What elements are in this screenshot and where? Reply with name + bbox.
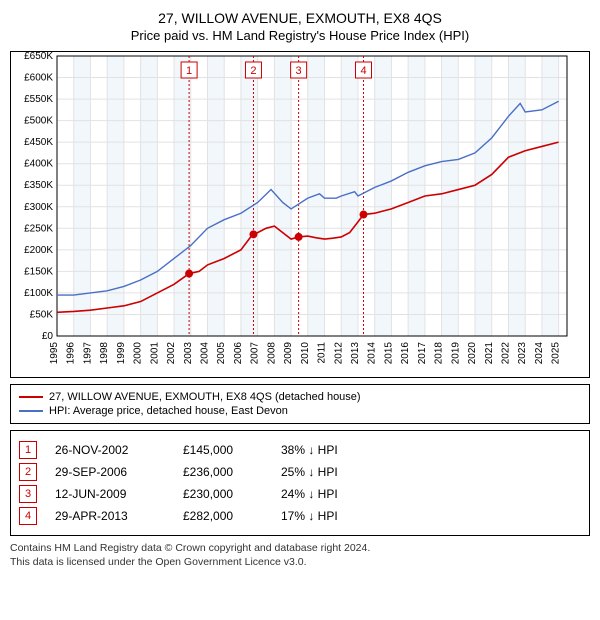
sale-delta: 38% ↓ HPI [281, 443, 581, 457]
sales-table: 1 26-NOV-2002 £145,000 38% ↓ HPI 2 29-SE… [10, 430, 590, 536]
svg-text:£100K: £100K [24, 288, 53, 299]
svg-text:2014: 2014 [367, 342, 378, 365]
sale-price: £145,000 [183, 443, 263, 457]
svg-text:2013: 2013 [350, 342, 361, 365]
legend-item: HPI: Average price, detached house, East… [19, 405, 581, 417]
footer-line: This data is licensed under the Open Gov… [10, 556, 590, 570]
svg-text:2015: 2015 [383, 342, 394, 365]
footer: Contains HM Land Registry data © Crown c… [10, 542, 590, 569]
svg-text:2002: 2002 [166, 342, 177, 365]
legend: 27, WILLOW AVENUE, EXMOUTH, EX8 4QS (det… [10, 384, 590, 424]
svg-text:£50K: £50K [30, 309, 54, 320]
svg-text:2023: 2023 [517, 342, 528, 365]
legend-label: HPI: Average price, detached house, East… [49, 405, 288, 417]
svg-text:2004: 2004 [199, 342, 210, 365]
svg-text:£550K: £550K [24, 94, 53, 105]
svg-text:2020: 2020 [467, 342, 478, 365]
svg-text:£400K: £400K [24, 159, 53, 170]
svg-text:2009: 2009 [283, 342, 294, 365]
svg-text:£300K: £300K [24, 202, 53, 213]
sale-date: 26-NOV-2002 [55, 443, 165, 457]
sale-delta: 25% ↓ HPI [281, 465, 581, 479]
sale-price: £236,000 [183, 465, 263, 479]
svg-text:1: 1 [186, 65, 192, 77]
sale-delta: 24% ↓ HPI [281, 487, 581, 501]
sale-price: £282,000 [183, 509, 263, 523]
sale-delta: 17% ↓ HPI [281, 509, 581, 523]
svg-text:2007: 2007 [250, 342, 261, 365]
sale-marker-icon: 1 [19, 441, 37, 459]
svg-text:2001: 2001 [149, 342, 160, 365]
svg-text:4: 4 [360, 65, 366, 77]
svg-text:2024: 2024 [534, 342, 545, 365]
svg-text:1998: 1998 [99, 342, 110, 365]
table-row: 3 12-JUN-2009 £230,000 24% ↓ HPI [19, 485, 581, 503]
svg-text:£350K: £350K [24, 180, 53, 191]
svg-text:1997: 1997 [82, 342, 93, 365]
price-chart: £0 £50K £100K £150K £200K £250K £300K £350K £400… [10, 51, 590, 378]
svg-text:2010: 2010 [300, 342, 311, 365]
svg-text:1999: 1999 [116, 342, 127, 365]
svg-text:2006: 2006 [233, 342, 244, 365]
svg-text:£150K: £150K [24, 266, 53, 277]
svg-text:2012: 2012 [333, 342, 344, 365]
svg-text:2005: 2005 [216, 342, 227, 365]
legend-label: 27, WILLOW AVENUE, EXMOUTH, EX8 4QS (det… [49, 391, 361, 403]
legend-swatch [19, 396, 43, 398]
svg-text:2017: 2017 [417, 342, 428, 365]
svg-text:£650K: £650K [24, 52, 53, 62]
svg-text:2018: 2018 [434, 342, 445, 365]
svg-text:3: 3 [296, 65, 302, 77]
svg-text:2022: 2022 [500, 342, 511, 365]
title-desc: Price paid vs. HM Land Registry's House … [10, 28, 590, 43]
svg-text:£250K: £250K [24, 223, 53, 234]
svg-text:2011: 2011 [317, 342, 328, 364]
svg-text:£450K: £450K [24, 137, 53, 148]
svg-text:1995: 1995 [49, 342, 60, 365]
title-address: 27, WILLOW AVENUE, EXMOUTH, EX8 4QS [10, 10, 590, 26]
svg-text:2000: 2000 [133, 342, 144, 365]
svg-text:2019: 2019 [450, 342, 461, 365]
svg-text:£600K: £600K [24, 73, 53, 84]
legend-item: 27, WILLOW AVENUE, EXMOUTH, EX8 4QS (det… [19, 391, 581, 403]
table-row: 1 26-NOV-2002 £145,000 38% ↓ HPI [19, 441, 581, 459]
svg-text:2025: 2025 [551, 342, 562, 365]
sale-date: 29-SEP-2006 [55, 465, 165, 479]
chart-svg: £0 £50K £100K £150K £200K £250K £300K £350K £400… [11, 52, 571, 372]
svg-text:2003: 2003 [183, 342, 194, 365]
sale-marker-icon: 2 [19, 463, 37, 481]
chart-title-block: 27, WILLOW AVENUE, EXMOUTH, EX8 4QS Pric… [10, 10, 590, 43]
svg-text:£0: £0 [42, 331, 54, 342]
svg-text:2: 2 [250, 65, 256, 77]
svg-text:2021: 2021 [484, 342, 495, 365]
sale-date: 29-APR-2013 [55, 509, 165, 523]
footer-line: Contains HM Land Registry data © Crown c… [10, 542, 590, 556]
table-row: 4 29-APR-2013 £282,000 17% ↓ HPI [19, 507, 581, 525]
sale-date: 12-JUN-2009 [55, 487, 165, 501]
svg-text:2008: 2008 [266, 342, 277, 365]
table-row: 2 29-SEP-2006 £236,000 25% ↓ HPI [19, 463, 581, 481]
svg-text:£200K: £200K [24, 245, 53, 256]
sale-price: £230,000 [183, 487, 263, 501]
sale-marker-icon: 3 [19, 485, 37, 503]
svg-text:£500K: £500K [24, 116, 53, 127]
svg-text:1996: 1996 [66, 342, 77, 365]
legend-swatch [19, 410, 43, 412]
svg-text:2016: 2016 [400, 342, 411, 365]
sale-marker-icon: 4 [19, 507, 37, 525]
